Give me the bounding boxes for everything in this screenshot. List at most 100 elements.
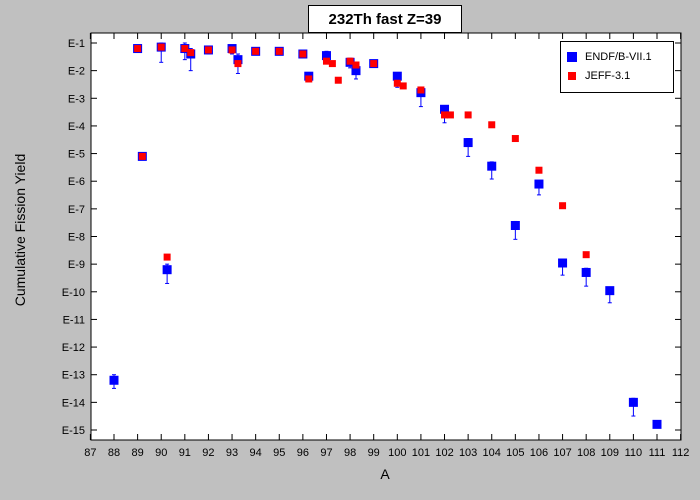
data-point-endf (233, 55, 243, 65)
data-point-jeff (535, 166, 543, 174)
x-tick-label: 101 (412, 447, 430, 459)
data-point-jeff (138, 152, 146, 160)
legend: ENDF/B-VII.1 JEFF-3.1 (560, 41, 674, 93)
data-point-jeff (204, 46, 212, 54)
x-tick-label: 103 (459, 447, 477, 459)
x-tick-label: 109 (601, 447, 619, 459)
y-tick-label: E-14 (62, 397, 85, 409)
data-point-jeff (328, 60, 336, 68)
data-point-jeff (334, 76, 342, 84)
plot-area (90, 32, 682, 441)
x-tick-label: 98 (344, 447, 356, 459)
x-tick-label: 91 (179, 447, 191, 459)
data-point-jeff (511, 135, 519, 143)
data-point-jeff (134, 45, 142, 53)
y-axis-label: Cumulative Fission Yield (12, 153, 28, 307)
x-tick-label: 104 (483, 447, 501, 459)
y-tick-label: E-7 (68, 204, 85, 216)
data-point-jeff (464, 111, 472, 119)
data-point-endf (487, 161, 497, 171)
y-tick-label: E-6 (68, 176, 85, 188)
x-tick-label: 100 (388, 447, 406, 459)
x-tick-label: 102 (435, 447, 453, 459)
data-point-jeff (370, 60, 378, 68)
data-point-jeff (417, 86, 425, 94)
legend-item-jeff: JEFF-3.1 (567, 68, 630, 84)
y-tick-label: E-8 (68, 232, 85, 244)
x-tick-label: 105 (506, 447, 524, 459)
data-point-jeff (441, 111, 449, 119)
x-tick-label: 97 (320, 447, 332, 459)
x-tick-label: 95 (273, 447, 285, 459)
x-tick-label: 111 (649, 447, 666, 459)
legend-marker-jeff (568, 72, 576, 80)
data-point-endf (605, 286, 615, 296)
data-point-jeff (181, 45, 189, 53)
data-point-endf (392, 71, 402, 81)
data-point-jeff (275, 47, 283, 55)
axes: E-1 E-2 E-3 E-4 E-5 E-6 E-7 E-8 E-9 E-10 E-11 E-12 E… (62, 33, 690, 459)
data-point-jeff (299, 50, 307, 58)
data-point-endf (510, 220, 520, 230)
data-point-jeff (163, 253, 171, 261)
data-point-endf (440, 104, 450, 114)
y-tick-label: E-1 (68, 38, 85, 50)
x-tick-label: 94 (250, 447, 262, 459)
data-point-jeff (228, 46, 236, 54)
y-tick-label: E-3 (68, 93, 85, 105)
chart-title: 232Th fast Z=39 (308, 5, 462, 33)
data-point-endf (581, 267, 591, 277)
data-point-jeff (322, 57, 330, 65)
y-tick-label: E-15 (62, 425, 85, 437)
x-tick-label: 96 (297, 447, 309, 459)
x-tick-label: 90 (155, 447, 167, 459)
y-tick-label: E-13 (62, 370, 85, 382)
x-tick-label: 106 (530, 447, 548, 459)
data-point-endf (534, 179, 544, 189)
x-tick-label: 110 (625, 447, 643, 459)
x-tick-label: 107 (553, 447, 571, 459)
x-tick-label: 108 (577, 447, 595, 459)
data-point-endf (463, 138, 473, 148)
data-point-jeff (582, 251, 590, 259)
legend-label-endf: ENDF/B-VII.1 (585, 51, 652, 63)
x-tick-label: 88 (108, 447, 120, 459)
x-tick-label: 87 (84, 447, 96, 459)
data-point-jeff (346, 57, 354, 65)
data-point-jeff (446, 111, 454, 119)
data-point-endf (628, 397, 638, 407)
data-point-jeff (305, 75, 313, 83)
legend-marker-endf (567, 52, 577, 62)
data-point-jeff (157, 43, 165, 51)
y-tick-label: E-12 (62, 342, 85, 354)
data-point-endf (652, 419, 662, 429)
data-point-endf (109, 375, 119, 385)
legend-item-endf: ENDF/B-VII.1 (567, 49, 652, 65)
data-point-jeff (393, 79, 401, 87)
y-tick-label: E-2 (68, 66, 85, 78)
y-tick-label: E-9 (68, 259, 85, 271)
data-point-endf (321, 51, 331, 61)
data-point-jeff (352, 61, 360, 69)
x-tick-label: 89 (131, 447, 143, 459)
x-tick-label: 93 (226, 447, 238, 459)
data-point-jeff (252, 47, 260, 55)
data-point-jeff (488, 121, 496, 129)
data-point-jeff (234, 60, 242, 68)
legend-label-jeff: JEFF-3.1 (585, 70, 631, 82)
x-axis-label: A (380, 466, 390, 482)
y-tick-label: E-11 (63, 314, 85, 326)
data-point-endf (351, 66, 361, 76)
data-point-endf (162, 265, 172, 275)
data-point-endf (558, 258, 568, 268)
data-point-jeff (187, 49, 195, 57)
y-tick-label: E-5 (68, 149, 85, 161)
data-point-jeff (559, 202, 567, 210)
x-tick-label: 112 (672, 447, 690, 459)
y-tick-label: E-10 (62, 287, 85, 299)
x-tick-label: 99 (368, 447, 380, 459)
data-point-jeff (399, 82, 407, 90)
y-tick-label: E-4 (68, 121, 85, 133)
x-tick-label: 92 (202, 447, 214, 459)
